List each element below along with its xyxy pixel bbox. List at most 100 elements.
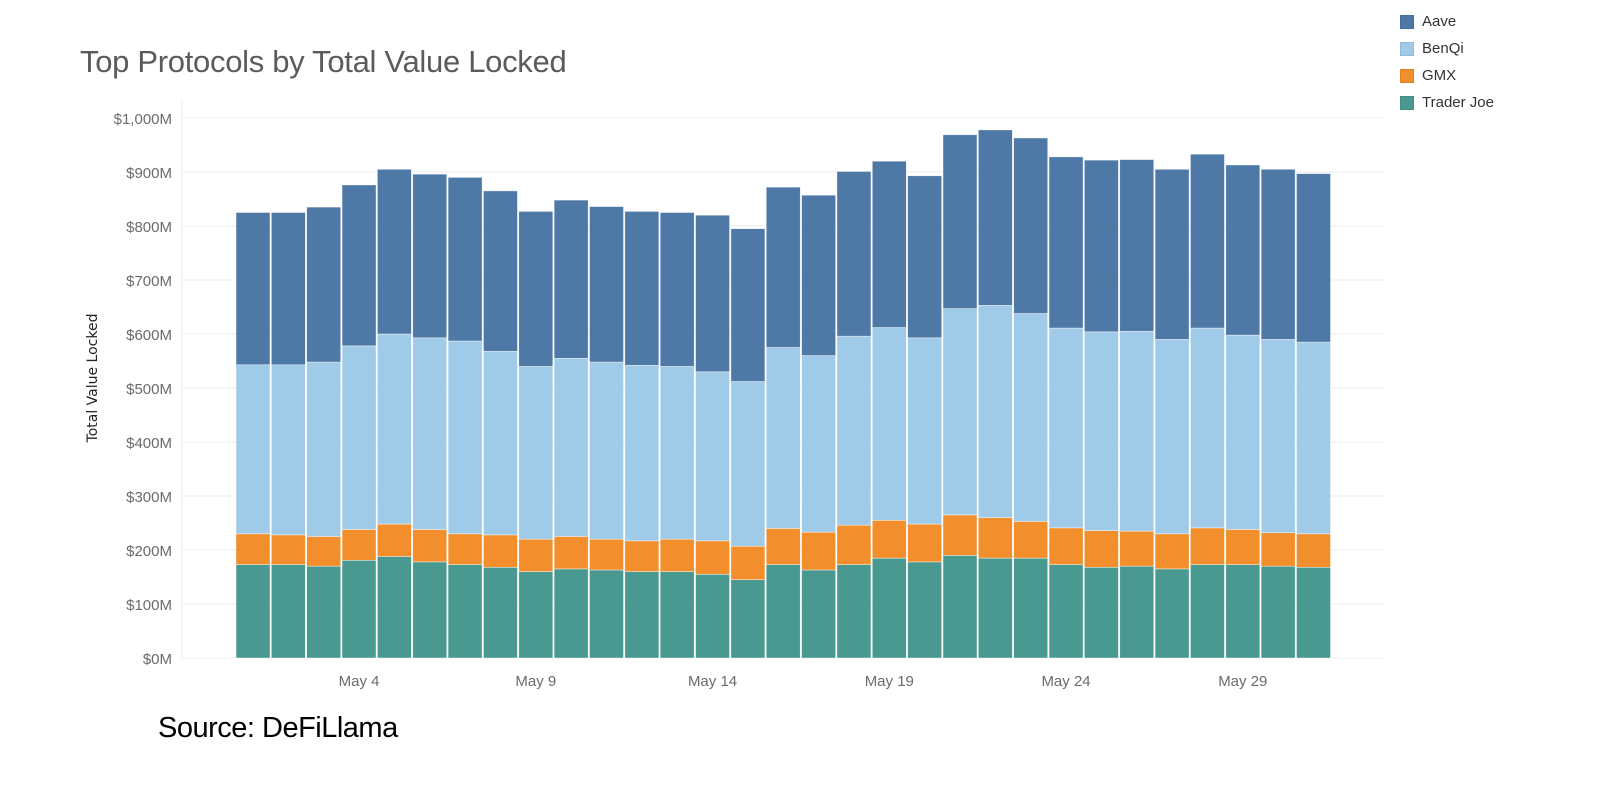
bar-benqi: [765, 347, 801, 529]
bar-benqi: [1190, 327, 1225, 529]
bar-aave: [1013, 137, 1049, 314]
bar-gmx: [730, 545, 766, 580]
bar-benqi: [553, 357, 589, 537]
legend-item-gmx: GMX: [1400, 62, 1494, 89]
bar-trader-joe: [377, 556, 412, 659]
legend-swatch: [1400, 14, 1414, 29]
bar-trader-joe: [1190, 564, 1225, 659]
x-tick-label: May 24: [1041, 673, 1090, 690]
bar-aave: [483, 190, 518, 352]
bar-trader-joe: [1154, 568, 1190, 659]
bar-gmx: [412, 529, 448, 563]
bar-benqi: [589, 361, 624, 540]
x-tick-label: May 29: [1218, 673, 1267, 690]
chart-legend: Aave BenQi GMX Trader Joe: [1400, 8, 1494, 116]
bar-trader-joe: [1260, 565, 1296, 659]
bar-gmx: [306, 536, 342, 567]
y-tick-label: $100M: [126, 597, 172, 614]
bar-benqi: [978, 305, 1013, 518]
bar-trader-joe: [447, 564, 483, 659]
bar-gmx: [942, 514, 978, 556]
legend-label: Aave: [1422, 13, 1457, 30]
bar-benqi: [377, 333, 412, 525]
bar-aave: [377, 169, 412, 335]
bar-trader-joe: [1119, 565, 1155, 659]
bar-aave: [659, 212, 695, 367]
bar-benqi: [1013, 313, 1049, 522]
bar-gmx: [695, 540, 730, 575]
bar-trader-joe: [235, 564, 271, 659]
legend-item-aave: Aave: [1400, 8, 1494, 35]
bar-trader-joe: [1048, 564, 1084, 659]
bar-benqi: [730, 381, 766, 547]
bar-aave: [978, 129, 1013, 306]
y-tick-label: $200M: [126, 543, 172, 560]
legend-item-trader-joe: Trader Joe: [1400, 89, 1494, 116]
bar-gmx: [377, 523, 412, 557]
bar-gmx: [1154, 533, 1190, 570]
bar-aave: [1260, 169, 1296, 340]
bar-gmx: [1190, 527, 1225, 565]
bar-aave: [695, 214, 730, 373]
bar-benqi: [695, 371, 730, 542]
legend-label: Trader Joe: [1422, 94, 1494, 111]
bar-trader-joe: [553, 568, 589, 659]
bar-gmx: [483, 534, 518, 568]
bar-benqi: [1119, 330, 1155, 532]
bar-benqi: [518, 366, 554, 540]
bar-trader-joe: [1296, 566, 1331, 659]
bar-aave: [624, 211, 660, 366]
bar-trader-joe: [801, 569, 836, 659]
y-axis-label: Total Value Locked: [85, 314, 101, 444]
bar-gmx: [1296, 533, 1331, 568]
x-tick-label: May 14: [688, 673, 737, 690]
bar-gmx: [518, 538, 554, 572]
bar-aave: [801, 194, 836, 356]
bar-aave: [836, 171, 872, 337]
bar-benqi: [942, 308, 978, 516]
bar-gmx: [1013, 521, 1049, 559]
y-tick-label: $300M: [126, 489, 172, 506]
x-tick-label: May 19: [865, 673, 914, 690]
bar-trader-joe: [871, 557, 907, 659]
bar-trader-joe: [518, 571, 554, 659]
bar-trader-joe: [1013, 557, 1049, 659]
bar-gmx: [836, 524, 872, 565]
bar-benqi: [447, 340, 483, 535]
y-tick-label: $400M: [126, 435, 172, 452]
source-note: Source: DeFiLlama: [158, 712, 398, 744]
bar-aave: [1084, 159, 1119, 333]
bar-benqi: [1296, 341, 1331, 535]
legend-swatch: [1400, 95, 1414, 110]
x-tick-label: May 9: [515, 673, 556, 690]
bar-gmx: [871, 519, 907, 559]
bar-gmx: [907, 523, 942, 563]
bar-aave: [1296, 173, 1331, 343]
y-tick-label: $500M: [126, 381, 172, 398]
bar-benqi: [836, 335, 872, 526]
bar-benqi: [659, 366, 695, 540]
bar-aave: [589, 206, 624, 363]
chart-title: Top Protocols by Total Value Locked: [80, 44, 567, 79]
y-tick-label: $900M: [126, 165, 172, 182]
bar-trader-joe: [836, 564, 872, 659]
bar-gmx: [659, 538, 695, 572]
bar-aave: [730, 228, 766, 382]
bar-aave: [1048, 156, 1084, 329]
bar-trader-joe: [589, 569, 624, 659]
bar-gmx: [624, 540, 660, 572]
bar-benqi: [412, 337, 448, 530]
bar-trader-joe: [412, 561, 448, 659]
bar-aave: [553, 199, 589, 359]
bar-gmx: [1048, 527, 1084, 565]
bar-benqi: [871, 327, 907, 521]
bar-benqi: [1154, 339, 1190, 535]
bar-benqi: [1260, 339, 1296, 534]
bar-gmx: [589, 538, 624, 571]
legend-item-benqi: BenQi: [1400, 35, 1494, 62]
bar-benqi: [341, 345, 377, 530]
bar-benqi: [271, 364, 306, 536]
bar-trader-joe: [942, 555, 978, 659]
bar-trader-joe: [1225, 564, 1261, 659]
